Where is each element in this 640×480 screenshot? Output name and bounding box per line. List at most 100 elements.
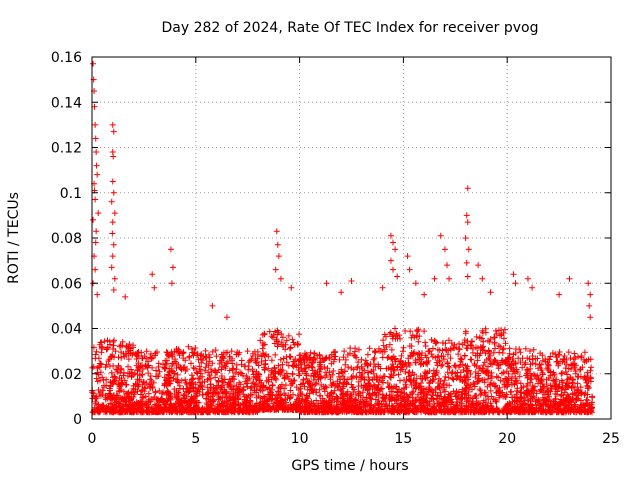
- data-point: [496, 349, 503, 356]
- data-point: [313, 389, 320, 396]
- data-point: [189, 349, 196, 356]
- data-point: [163, 357, 170, 364]
- data-point: [186, 353, 193, 360]
- data-point: [189, 376, 196, 383]
- data-point: [123, 381, 130, 388]
- data-point: [465, 246, 472, 253]
- data-point: [200, 353, 207, 360]
- data-point: [334, 384, 341, 391]
- data-point: [160, 408, 167, 415]
- data-point: [135, 364, 142, 371]
- data-point: [110, 362, 117, 369]
- data-point: [140, 378, 147, 385]
- data-point: [90, 60, 97, 67]
- data-point: [366, 345, 373, 352]
- data-point: [275, 329, 282, 336]
- data-point: [230, 408, 237, 415]
- data-point: [289, 336, 296, 343]
- data-point: [205, 375, 212, 382]
- data-point: [445, 337, 452, 344]
- data-point: [318, 381, 325, 388]
- data-point: [93, 348, 100, 355]
- data-point: [508, 388, 515, 395]
- data-point: [286, 345, 293, 352]
- data-point: [468, 338, 475, 345]
- data-point: [272, 351, 279, 358]
- data-point: [259, 387, 266, 394]
- data-point: [167, 380, 174, 387]
- data-point: [261, 366, 268, 373]
- data-point: [215, 396, 222, 403]
- data-point: [92, 196, 99, 203]
- data-point: [545, 361, 552, 368]
- data-point: [487, 289, 494, 296]
- data-point: [112, 403, 119, 410]
- data-point: [334, 394, 341, 401]
- data-point: [163, 376, 170, 383]
- data-point: [244, 377, 251, 384]
- data-point: [175, 346, 182, 353]
- data-point: [230, 394, 237, 401]
- data-point: [516, 346, 523, 353]
- data-point: [92, 135, 99, 142]
- data-point: [321, 364, 328, 371]
- data-point: [97, 339, 104, 346]
- data-point: [125, 363, 132, 370]
- data-point: [220, 379, 227, 386]
- data-point: [305, 402, 312, 409]
- data-point: [447, 355, 454, 362]
- data-point: [262, 406, 269, 413]
- data-point: [274, 241, 281, 248]
- data-point: [250, 404, 257, 411]
- data-point: [283, 399, 290, 406]
- data-point: [180, 349, 187, 356]
- data-point: [286, 395, 293, 402]
- data-point: [218, 357, 225, 364]
- data-point: [110, 153, 117, 160]
- data-point: [305, 408, 312, 415]
- data-point: [517, 349, 524, 356]
- data-point: [160, 389, 167, 396]
- data-point: [223, 314, 230, 321]
- data-point: [257, 377, 264, 384]
- data-point: [111, 275, 118, 282]
- data-point: [314, 406, 321, 413]
- data-point: [263, 351, 270, 358]
- data-point: [304, 393, 311, 400]
- data-point: [131, 408, 138, 415]
- data-point: [394, 273, 401, 280]
- data-point: [282, 405, 289, 412]
- data-point: [106, 341, 113, 348]
- data-point: [139, 394, 146, 401]
- data-point: [190, 352, 197, 359]
- data-point: [480, 362, 487, 369]
- data-point: [422, 343, 429, 350]
- data-point: [132, 380, 139, 387]
- data-point: [182, 388, 189, 395]
- data-point: [315, 376, 322, 383]
- data-point: [196, 368, 203, 375]
- data-point: [124, 370, 131, 377]
- data-point: [226, 367, 233, 374]
- data-point: [287, 378, 294, 385]
- data-point: [145, 370, 152, 377]
- data-point: [192, 345, 199, 352]
- data-point: [262, 360, 269, 367]
- data-point: [379, 354, 386, 361]
- data-point: [135, 383, 142, 390]
- data-point: [97, 392, 104, 399]
- data-point: [108, 198, 115, 205]
- data-point: [180, 395, 187, 402]
- data-point: [212, 374, 219, 381]
- data-point: [312, 381, 319, 388]
- data-point: [321, 399, 328, 406]
- chart-title: Day 282 of 2024, Rate Of TEC Index for r…: [162, 20, 539, 36]
- data-point: [475, 262, 482, 269]
- data-point: [106, 390, 113, 397]
- data-point: [156, 387, 163, 394]
- data-point: [205, 389, 212, 396]
- data-point: [102, 364, 109, 371]
- data-point: [104, 345, 111, 352]
- data-point: [269, 367, 276, 374]
- data-point: [324, 365, 331, 372]
